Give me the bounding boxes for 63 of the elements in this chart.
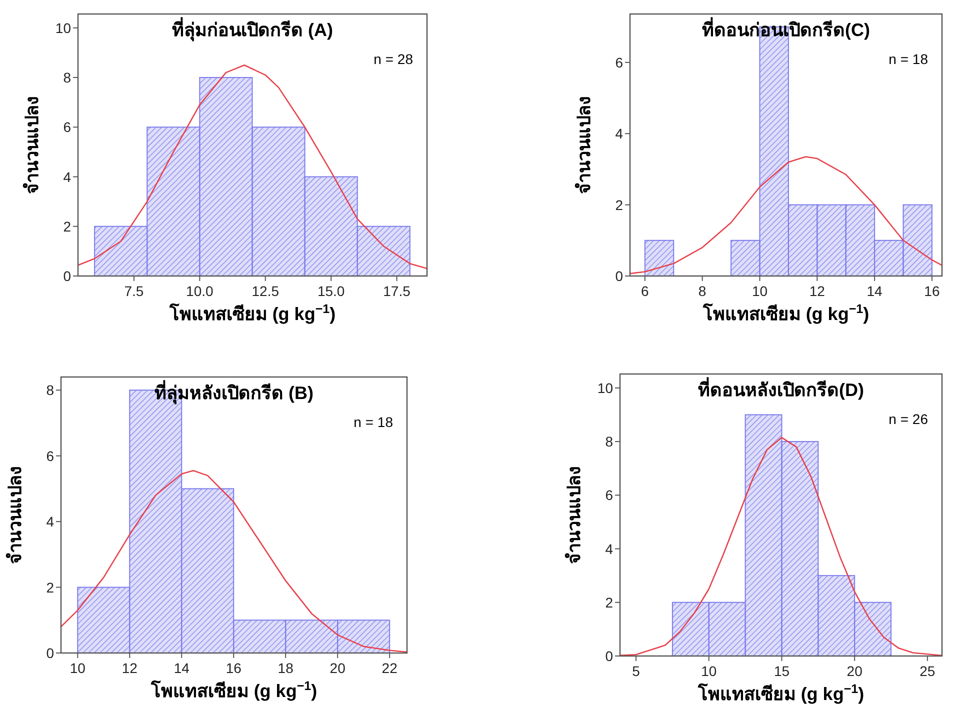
y-tick-label: 0: [605, 648, 614, 664]
x-tick-label: 20: [330, 660, 346, 676]
y-tick-label: 2: [46, 579, 54, 596]
y-tick-label: 2: [63, 218, 72, 234]
annotation: n = 26: [888, 411, 928, 427]
annotation: n = 28: [374, 51, 414, 67]
x-tick-label: 18: [278, 660, 294, 676]
line-series: [630, 156, 943, 274]
y-tick-label: 0: [46, 645, 54, 661]
y-tick-label: 10: [597, 380, 614, 396]
y-tick-label: 4: [615, 126, 624, 142]
x-tick-label: 6: [641, 283, 650, 299]
y-axis-title: จำนวนแปลง: [22, 96, 42, 194]
y-tick-label: 6: [605, 487, 614, 504]
y-tick-label: 0: [63, 268, 72, 284]
x-tick-label: 10: [752, 283, 768, 299]
y-tick-label: 10: [55, 20, 72, 36]
x-tick-label: 25: [920, 663, 936, 679]
x-tick-label: 14: [174, 660, 190, 676]
x-axis-title: โพแทสเซียม (g kg$^{−1}$): [168, 302, 336, 324]
y-tick-label: 8: [605, 434, 614, 450]
y-axis-title: จำนวนแปลง: [564, 466, 584, 564]
y-tick-label: 4: [63, 168, 72, 185]
line-series: [78, 64, 428, 270]
chart-title: ที่ดอนก่อนเปิดกรีด(C): [702, 17, 870, 40]
y-tick-label: 8: [46, 382, 54, 398]
x-tick-label: 8: [698, 283, 706, 299]
x-tick-label: 15.0: [317, 283, 345, 299]
y-tick-label: 4: [46, 514, 54, 530]
x-tick-label: 10.0: [186, 283, 214, 299]
x-tick-label: 12: [122, 660, 138, 676]
annotation: n = 18: [354, 414, 394, 430]
x-tick-label: 12: [809, 283, 826, 299]
x-axis-title: โพแทสเซียม (g kg$^{−1}$): [702, 302, 870, 324]
y-tick-label: 2: [615, 196, 624, 213]
chart-title: ที่ดอนหลังเปิดกรีด(D): [698, 377, 864, 400]
y-tick-label: 6: [63, 119, 72, 136]
y-tick-label: 4: [605, 540, 614, 557]
line-series: [619, 436, 943, 656]
x-tick-label: 14: [866, 283, 883, 299]
y-tick-label: 2: [605, 594, 614, 610]
annotation: n = 18: [888, 51, 928, 67]
x-tick-label: 17.5: [383, 283, 411, 299]
x-tick-label: 16: [924, 283, 940, 299]
y-tick-label: 0: [615, 268, 624, 284]
x-tick-label: 12.5: [252, 283, 280, 299]
x-axis-title: โพแทสเซียม (g kg$^{−1}$): [150, 679, 318, 701]
line-series: [60, 470, 408, 653]
x-tick-label: 5: [632, 663, 640, 679]
x-tick-label: 16: [226, 660, 242, 676]
x-tick-label: 20: [846, 663, 863, 679]
x-tick-label: 22: [382, 660, 398, 676]
x-tick-label: 10: [701, 663, 717, 679]
y-axis-title: จำนวนแปลง: [574, 96, 594, 194]
y-tick-label: 6: [615, 54, 624, 70]
y-tick-label: 8: [63, 70, 72, 86]
y-axis-title: จำนวนแปลง: [5, 466, 25, 564]
x-axis-title: โพแทสเซียม (g kg$^{−1}$): [696, 682, 864, 704]
y-tick-label: 6: [46, 448, 54, 464]
x-tick-label: 15: [774, 663, 790, 679]
chart-title: ที่ลุ่มก่อนเปิดกรีด (A): [172, 17, 333, 42]
x-tick-label: 7.5: [124, 283, 144, 299]
chart-title: ที่ลุ่มหลังเปิดกรีด (B): [154, 380, 314, 405]
